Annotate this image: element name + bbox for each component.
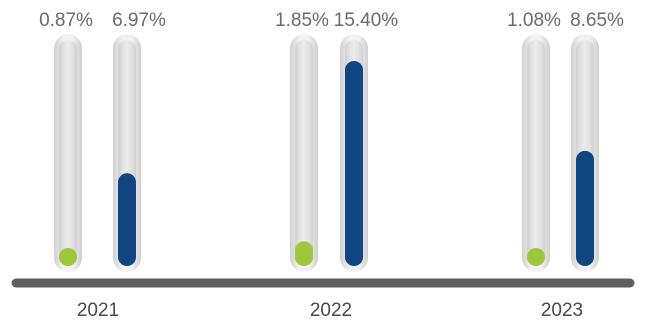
x-tick-label: 2022 xyxy=(310,300,352,321)
bar xyxy=(295,241,313,266)
bar xyxy=(576,150,594,266)
data-label: 6.97% xyxy=(112,10,166,31)
data-label: 8.65% xyxy=(570,10,624,31)
bar-tube-inner xyxy=(295,40,313,266)
year-labels: 2021 2022 2023 xyxy=(77,300,583,321)
bar xyxy=(527,248,545,266)
x-tick-label: 2023 xyxy=(541,300,583,321)
data-label: 0.87% xyxy=(39,10,93,31)
bar-fills xyxy=(59,61,594,266)
bar xyxy=(118,173,136,266)
bar-tube-inner xyxy=(59,40,77,266)
bar xyxy=(345,61,363,266)
x-tick-label: 2021 xyxy=(77,300,119,321)
data-label: 1.85% xyxy=(275,10,329,31)
data-label: 1.08% xyxy=(507,10,561,31)
bar-tube-inner xyxy=(527,40,545,266)
data-label: 15.40% xyxy=(334,10,399,31)
value-labels: 0.87% 6.97% 1.85% 15.40% 1.08% 8.65% xyxy=(39,10,624,31)
bar xyxy=(59,248,77,266)
